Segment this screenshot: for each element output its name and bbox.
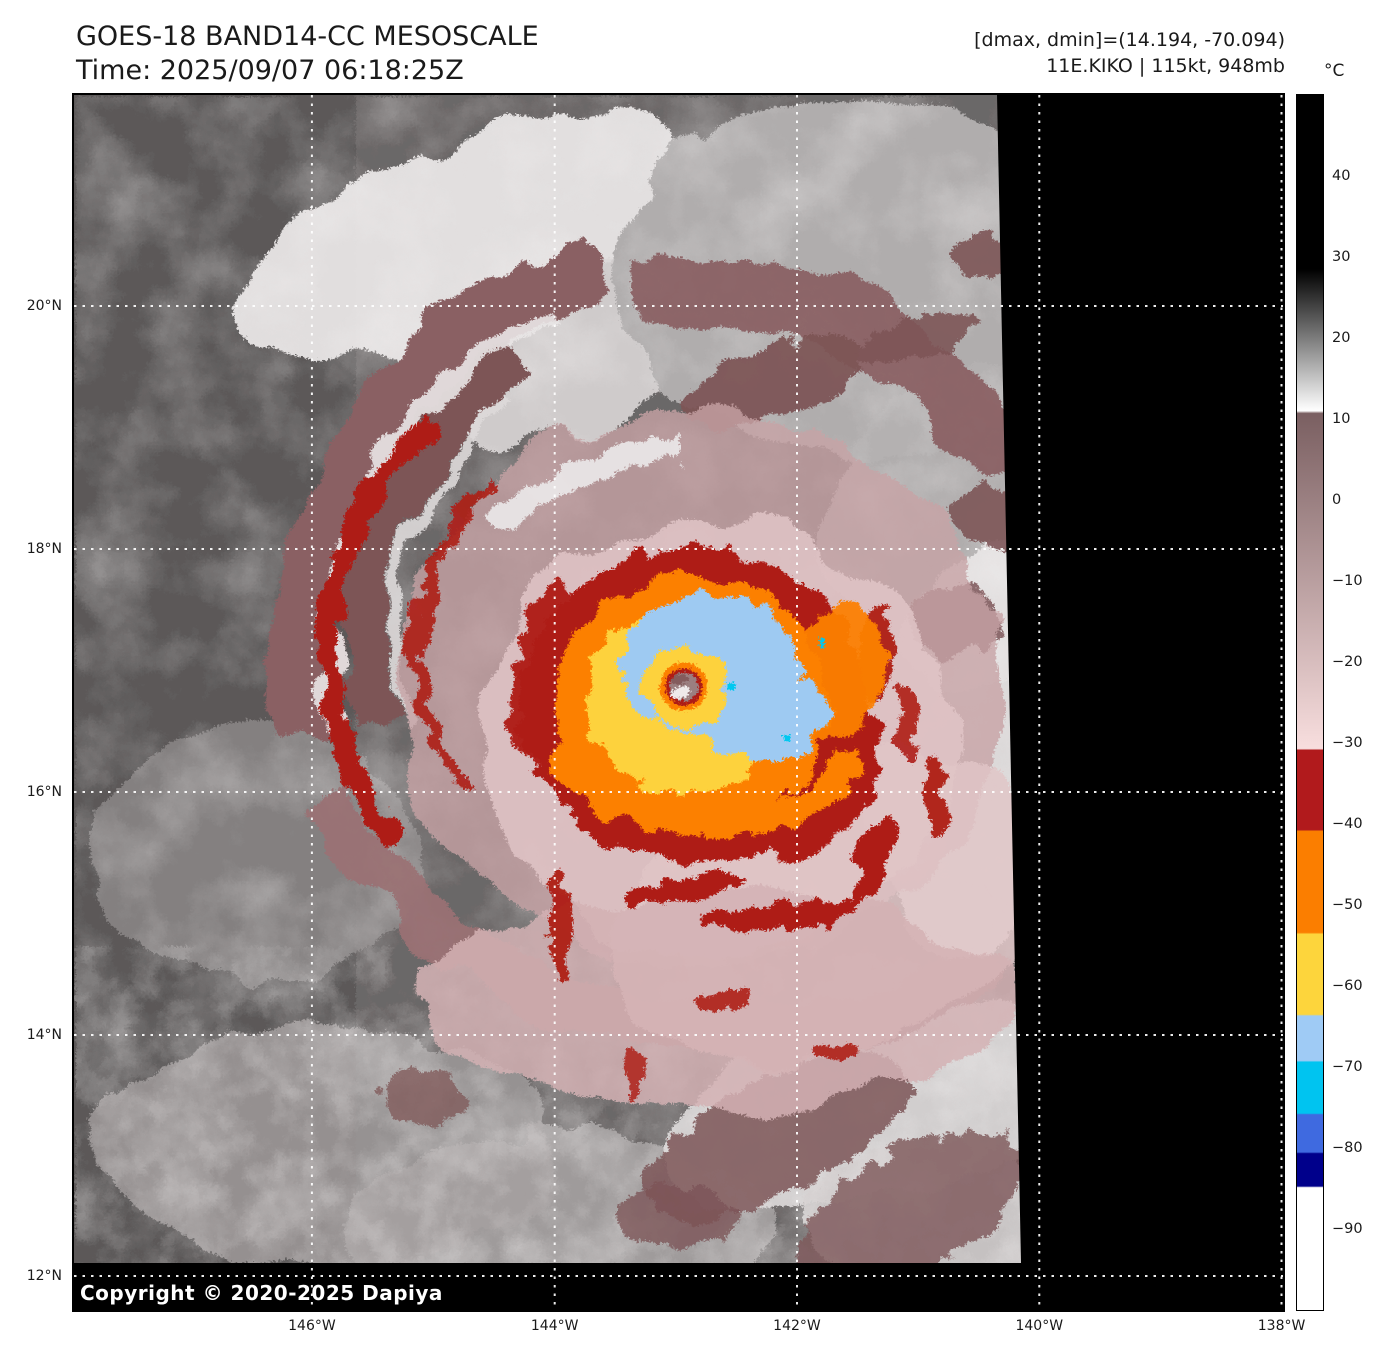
satellite-data-region: [74, 95, 1021, 1263]
colorbar: [1296, 94, 1324, 1311]
colorbar-tick-label: 0: [1332, 492, 1342, 508]
satellite-map-panel: Copyright © 2020-2025 Dapiya: [72, 93, 1285, 1312]
lon-tick-label: 144°W: [530, 1318, 579, 1334]
colorbar-tick-label: −50: [1332, 897, 1363, 913]
colorbar-gradient: [1297, 95, 1323, 1310]
colorbar-tick-label: −10: [1332, 573, 1363, 589]
colorbar-tick-label: −80: [1332, 1140, 1363, 1156]
lon-tick-label: 138°W: [1257, 1318, 1306, 1334]
colorbar-tick-label: 30: [1332, 249, 1351, 265]
lon-tick-label: 140°W: [1015, 1318, 1064, 1334]
colorbar-tick-label: 20: [1332, 330, 1351, 346]
hurricane-eye: [641, 644, 723, 726]
lon-tick-label: 146°W: [288, 1318, 336, 1334]
page-title: GOES-18 BAND14-CC MESOSCALE: [76, 21, 539, 52]
lat-tick-label: 12°N: [26, 1267, 62, 1284]
storm-info-label: 11E.KIKO | 115kt, 948mb: [1046, 55, 1285, 77]
colorbar-tick-label: −40: [1332, 816, 1363, 832]
colorbar-tick-label: −90: [1332, 1221, 1363, 1237]
latlon-gridlines: [74, 95, 1283, 1310]
colorbar-unit-label: °C: [1324, 61, 1345, 81]
copyright-label: Copyright © 2020-2025 Dapiya: [80, 1281, 443, 1305]
colorbar-tick-label: 40: [1332, 168, 1351, 184]
colorbar-tick-label: −30: [1332, 735, 1363, 751]
colorbar-tick-label: −70: [1332, 1059, 1363, 1075]
lat-tick-label: 20°N: [26, 298, 62, 315]
colorbar-tick-label: −60: [1332, 978, 1363, 994]
satellite-image: [74, 95, 1283, 1310]
lat-tick-label: 18°N: [26, 541, 62, 558]
lat-tick-label: 14°N: [26, 1027, 62, 1044]
hurricane-cdo: [510, 546, 885, 862]
dmax-dmin-label: [dmax, dmin]=(14.194, -70.094): [974, 29, 1285, 51]
lat-tick-label: 16°N: [26, 784, 62, 801]
colorbar-tick-label: −20: [1332, 654, 1363, 670]
colorbar-tick-label: 10: [1332, 411, 1351, 427]
timestamp-label: Time: 2025/09/07 06:18:25Z: [76, 55, 464, 86]
lon-tick-label: 142°W: [773, 1318, 821, 1334]
